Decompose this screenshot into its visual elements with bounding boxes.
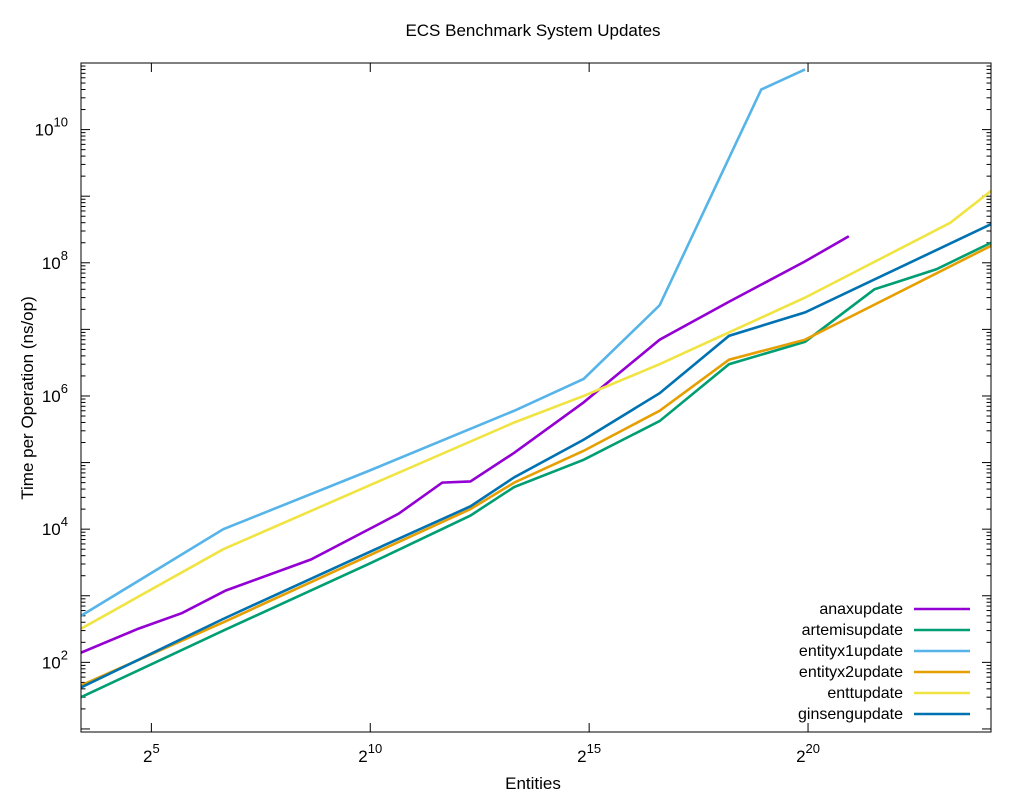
series-line-artemisupdate xyxy=(81,241,991,699)
legend-label: artemisupdate xyxy=(802,622,903,639)
series-group xyxy=(81,68,991,699)
series-line-enttupdate xyxy=(81,189,991,630)
x-tick-label: 25 xyxy=(143,741,160,766)
y-tick-label: 106 xyxy=(42,381,68,406)
chart-title: ECS Benchmark System Updates xyxy=(405,21,660,40)
y-tick-label: 1010 xyxy=(35,115,68,140)
legend-label: enttupdate xyxy=(827,685,903,702)
legend-label: entityx2update xyxy=(799,664,903,681)
x-axis-label: Entities xyxy=(505,774,561,793)
legend-label: anaxupdate xyxy=(819,601,903,618)
series-line-entityx1update xyxy=(81,68,806,617)
plot-frame xyxy=(80,62,992,733)
x-tick-label: 220 xyxy=(796,741,820,766)
y-axis-label: Time per Operation (ns/op) xyxy=(18,296,37,499)
legend: anaxupdate artemisupdate entityx1update ent… xyxy=(798,601,970,723)
legend-label: ginsengupdate xyxy=(798,706,903,723)
series-line-entityx2update xyxy=(81,244,991,687)
ticks-group: 25 210 215 220 102 104 106 108 1010 xyxy=(35,62,991,766)
legend-label: entityx1update xyxy=(799,643,903,660)
x-tick-label: 210 xyxy=(358,741,382,766)
y-tick-label: 108 xyxy=(42,248,68,273)
series-line-anaxupdate xyxy=(81,235,850,654)
series-line-ginsengupdate xyxy=(81,222,991,689)
y-tick-label: 104 xyxy=(42,514,68,539)
x-tick-label: 215 xyxy=(577,741,601,766)
y-tick-label: 102 xyxy=(42,647,68,672)
